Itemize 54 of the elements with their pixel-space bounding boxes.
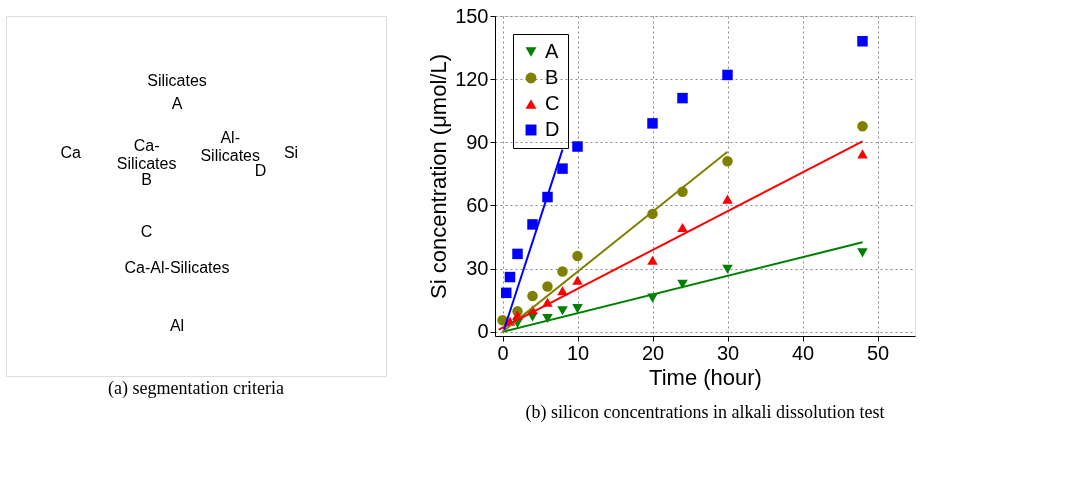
x-tick-label: 30 <box>716 341 740 364</box>
legend-label: D <box>545 118 560 140</box>
x-tick-label: 50 <box>866 341 890 364</box>
legend-label: C <box>545 92 560 114</box>
text: A <box>171 95 183 113</box>
point <box>527 290 538 302</box>
point <box>677 92 688 104</box>
y-tick-label: 120 <box>455 67 489 90</box>
y-tick-label: 60 <box>466 193 489 216</box>
text: Silicates <box>147 71 207 89</box>
point <box>572 141 583 152</box>
point <box>722 194 733 204</box>
text: (b) silicon concentrations in alkali dissolution test <box>525 402 885 423</box>
point <box>527 219 538 230</box>
point <box>557 163 568 174</box>
point <box>572 275 583 285</box>
x-tick-label: 40 <box>791 341 815 364</box>
point <box>722 264 733 274</box>
y-tick-label: 0 <box>477 320 489 343</box>
text: Al <box>169 316 185 334</box>
point <box>722 69 733 81</box>
point <box>677 223 688 233</box>
x-tick-label: 10 <box>566 341 590 364</box>
text: Ca- Silicates <box>116 136 177 172</box>
y-tick-label: 30 <box>466 257 489 280</box>
text: (a) segmentation criteria <box>108 378 284 399</box>
x-tick-label: 0 <box>497 341 509 364</box>
point <box>857 36 868 47</box>
point <box>557 306 568 316</box>
point <box>504 271 516 283</box>
text: B <box>141 170 152 188</box>
point <box>572 304 583 314</box>
point <box>857 149 868 159</box>
point <box>542 281 553 292</box>
x-tick-label: 20 <box>641 341 665 364</box>
text: Ca-Al-Silicates <box>124 259 230 276</box>
y-axis-title: Si concentration (μmol/L) <box>426 54 452 299</box>
point <box>512 248 523 260</box>
point <box>647 255 658 265</box>
text: C <box>140 223 153 240</box>
point <box>857 248 868 258</box>
legend-label: B <box>545 66 559 88</box>
point <box>647 118 658 129</box>
text: Ca <box>60 143 81 161</box>
point <box>557 266 568 277</box>
y-tick-label: 90 <box>466 130 489 153</box>
y-tick-label: 150 <box>455 4 489 27</box>
legend-label: A <box>545 40 559 62</box>
x-axis-title: Time (hour) <box>649 364 762 390</box>
point <box>857 121 868 132</box>
point <box>572 250 583 262</box>
point <box>722 156 733 167</box>
point <box>501 287 512 299</box>
text: Si <box>283 143 299 161</box>
